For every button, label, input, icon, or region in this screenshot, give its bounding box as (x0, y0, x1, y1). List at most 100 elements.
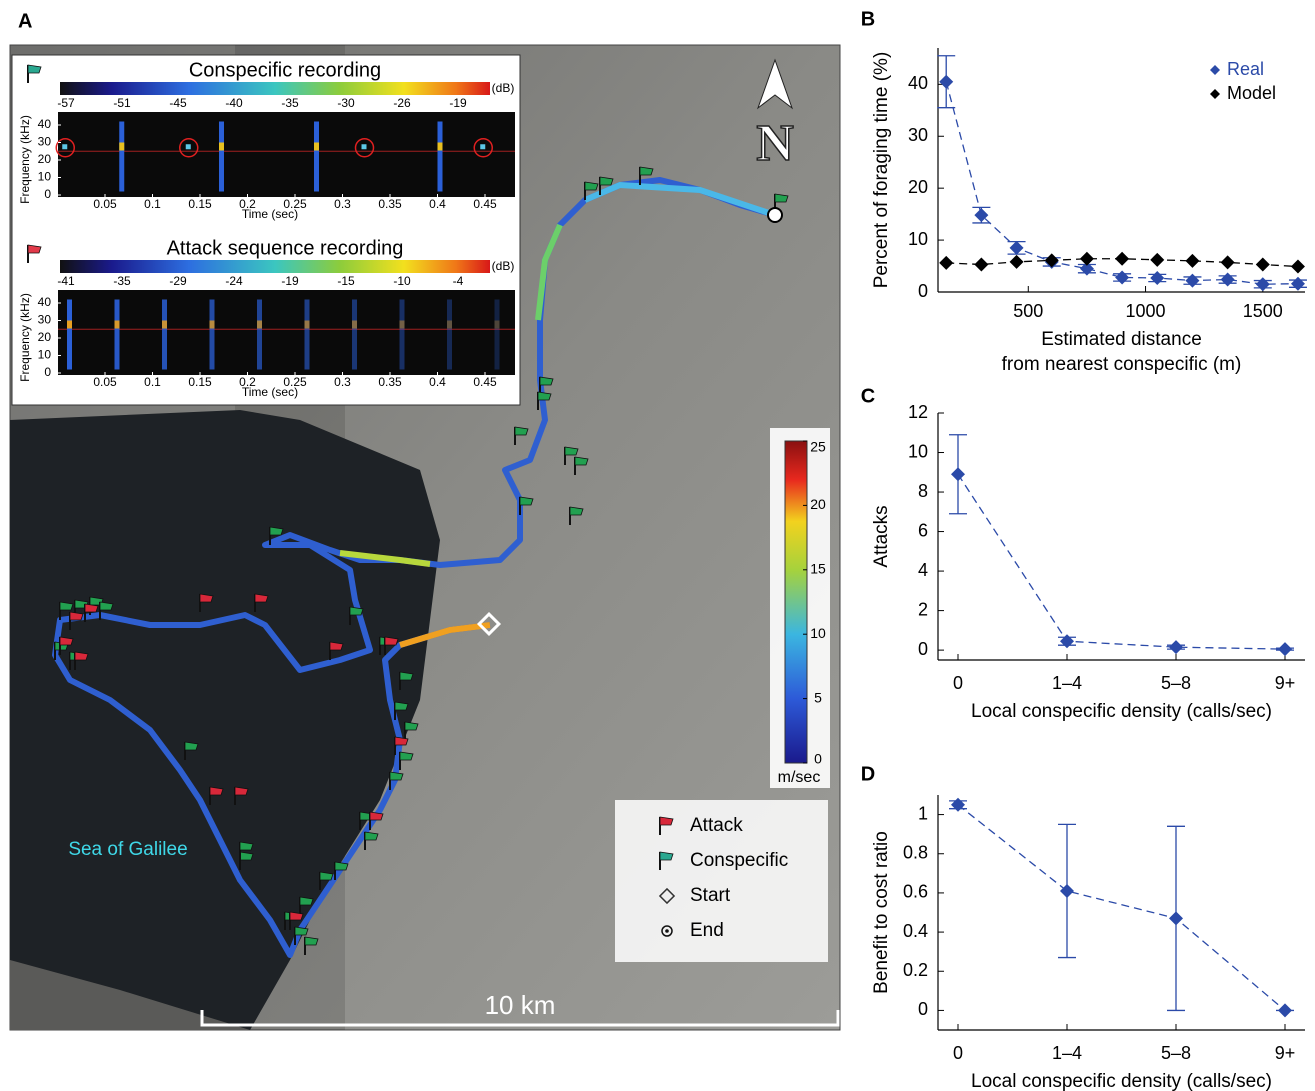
data-point (1256, 257, 1270, 271)
data-point (1185, 254, 1199, 268)
data-point (1169, 911, 1183, 925)
spectrogram-title: Attack sequence recording (167, 237, 404, 259)
x-axis-label: from nearest conspecific (m) (1002, 354, 1242, 375)
call (314, 122, 319, 192)
db-unit: (dB) (492, 81, 515, 95)
data-point (1169, 640, 1183, 654)
db-label: -19 (281, 274, 299, 288)
series-line (958, 805, 1285, 1011)
y-tick-label: 2 (918, 599, 928, 619)
data-point (1045, 253, 1059, 267)
call-core (447, 321, 452, 329)
x-tick-label: 5–8 (1161, 1043, 1191, 1063)
x-tick-label: 500 (1013, 301, 1043, 321)
x-tick-label: 0.45 (473, 375, 497, 389)
data-point (1278, 642, 1292, 656)
y-tick-label: 4 (918, 560, 928, 580)
call-core (257, 321, 262, 329)
data-point (951, 467, 965, 481)
y-tick-label: 0 (918, 639, 928, 659)
y-tick-label: 20 (908, 177, 928, 197)
colorbar-unit: m/sec (778, 769, 821, 786)
spectrogram-title: Conspecific recording (189, 59, 381, 81)
x-tick-label: 0.4 (429, 375, 446, 389)
panel-label: B (861, 8, 875, 30)
call (115, 300, 120, 370)
x-tick-label: 0.05 (93, 197, 117, 211)
y-tick-label: 40 (38, 117, 52, 131)
call-core (400, 321, 405, 329)
colorbar-label: 15 (810, 561, 826, 577)
legend-label: Conspecific (690, 850, 788, 871)
panel-label: C (861, 385, 875, 407)
db-label: -10 (393, 274, 411, 288)
legend-label: End (690, 920, 724, 941)
scale-label: 10 km (485, 990, 556, 1020)
data-point (939, 75, 953, 89)
db-label: -35 (113, 274, 131, 288)
db-label: -51 (113, 96, 131, 110)
x-axis-label: Time (sec) (242, 207, 298, 221)
x-tick-label: 0.15 (188, 197, 212, 211)
call-core (219, 143, 224, 151)
y-tick-label: 30 (38, 313, 52, 327)
y-tick-label: 10 (38, 170, 52, 184)
y-tick-label: 10 (38, 348, 52, 362)
call-core (115, 321, 120, 329)
x-tick-label: 9+ (1275, 673, 1296, 693)
call (162, 300, 167, 370)
x-axis-label: Time (sec) (242, 385, 298, 399)
legend-symbol (665, 929, 669, 933)
db-unit: (dB) (492, 259, 515, 273)
data-point (1291, 277, 1305, 291)
data-point (1221, 255, 1235, 269)
colorbar-label: 0 (814, 751, 822, 767)
data-point (1115, 270, 1129, 284)
spectrogram (58, 290, 515, 375)
data-point (1060, 634, 1074, 648)
call-core (495, 321, 500, 329)
call (480, 144, 485, 149)
y-tick-label: 8 (918, 481, 928, 501)
x-tick-label: 0.05 (93, 375, 117, 389)
db-label: -4 (453, 274, 464, 288)
call (119, 122, 124, 192)
db-label: -35 (281, 96, 299, 110)
legend-marker (1210, 65, 1220, 75)
y-tick-label: 6 (918, 520, 928, 540)
lake-label: Sea of Galilee (68, 839, 187, 860)
data-point (1291, 260, 1305, 274)
x-tick-label: 0.3 (334, 375, 351, 389)
call (362, 144, 367, 149)
colorbar-label: 25 (810, 439, 826, 455)
data-point (939, 256, 953, 270)
x-tick-label: 1500 (1243, 301, 1283, 321)
y-axis-label: Frequency (kHz) (18, 115, 32, 204)
x-axis-label: Estimated distance (1041, 329, 1202, 350)
db-colorbar (60, 260, 490, 273)
y-axis-label: Benefit to cost ratio (871, 831, 892, 994)
data-point (974, 257, 988, 271)
call-core (352, 321, 357, 329)
x-tick-label: 1–4 (1052, 673, 1082, 693)
call (62, 144, 67, 149)
y-tick-label: 0.4 (903, 921, 928, 941)
legend-marker (1210, 89, 1220, 99)
x-tick-label: 0.4 (429, 197, 446, 211)
db-label: -30 (337, 96, 355, 110)
legend-label: Real (1227, 59, 1264, 79)
y-tick-label: 10 (908, 229, 928, 249)
call (257, 300, 262, 370)
call-core (438, 143, 443, 151)
db-label: -26 (393, 96, 411, 110)
x-tick-label: 5–8 (1161, 673, 1191, 693)
y-tick-label: 12 (908, 402, 928, 422)
y-tick-label: 0 (44, 365, 51, 379)
x-axis-label: Local conspecific density (calls/sec) (971, 1071, 1272, 1091)
call (305, 300, 310, 370)
y-tick-label: 1 (918, 803, 928, 823)
x-axis-label: Local conspecific density (calls/sec) (971, 701, 1272, 722)
data-point (1185, 274, 1199, 288)
y-tick-label: 20 (38, 152, 52, 166)
y-tick-label: 40 (908, 73, 928, 93)
